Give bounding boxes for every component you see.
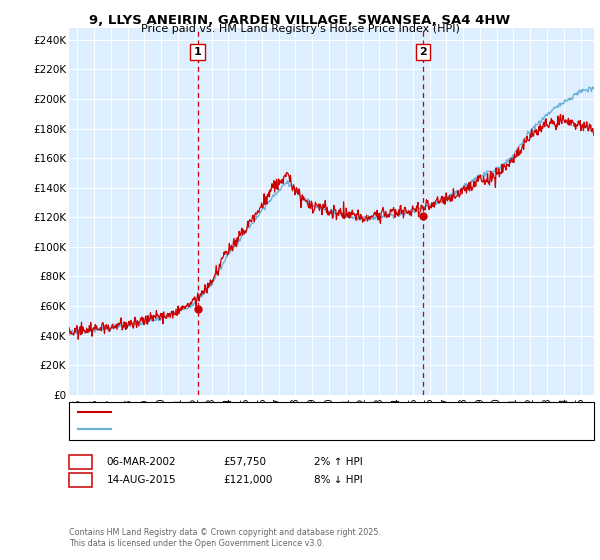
Text: 1: 1 (76, 455, 85, 469)
Text: 2% ↑ HPI: 2% ↑ HPI (314, 457, 362, 467)
Text: Price paid vs. HM Land Registry's House Price Index (HPI): Price paid vs. HM Land Registry's House … (140, 24, 460, 34)
Text: 2: 2 (419, 47, 427, 57)
Text: 2: 2 (76, 473, 85, 487)
Text: £57,750: £57,750 (224, 457, 267, 467)
Text: Contains HM Land Registry data © Crown copyright and database right 2025.
This d: Contains HM Land Registry data © Crown c… (69, 528, 381, 548)
Text: 1: 1 (194, 47, 202, 57)
Text: 14-AUG-2015: 14-AUG-2015 (107, 475, 176, 485)
Text: HPI: Average price, semi-detached house, Swansea: HPI: Average price, semi-detached house,… (118, 424, 362, 433)
Text: 9, LLYS ANEIRIN, GARDEN VILLAGE, SWANSEA, SA4 4HW: 9, LLYS ANEIRIN, GARDEN VILLAGE, SWANSEA… (89, 14, 511, 27)
Text: 8% ↓ HPI: 8% ↓ HPI (314, 475, 362, 485)
Text: 06-MAR-2002: 06-MAR-2002 (107, 457, 176, 467)
Text: 9, LLYS ANEIRIN, GARDEN VILLAGE, SWANSEA, SA4 4HW (semi-detached house): 9, LLYS ANEIRIN, GARDEN VILLAGE, SWANSEA… (118, 408, 497, 417)
Text: £121,000: £121,000 (224, 475, 273, 485)
